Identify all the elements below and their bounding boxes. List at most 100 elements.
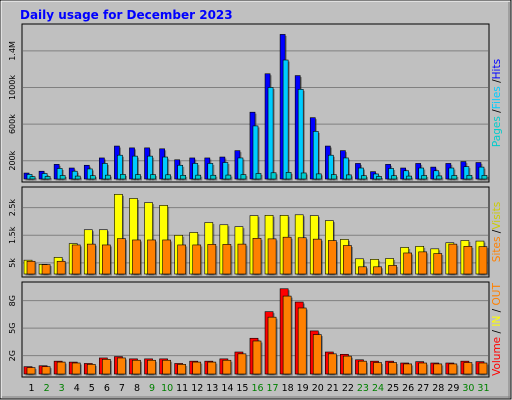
legend-entry: Volume <box>491 337 503 376</box>
day-label-11: 11 <box>176 383 188 394</box>
bar-pages-day-12 <box>195 174 202 180</box>
legend-entry: Pages <box>491 116 503 147</box>
bar-files-day-29 <box>448 167 455 180</box>
panel-visits-ytick-label: 1.5k <box>8 226 17 244</box>
panel-hits-legend: Pages /Files /Hits <box>491 59 503 147</box>
bar-pages-day-24 <box>376 176 382 180</box>
bar-files-day-25 <box>388 168 394 180</box>
legend-entry: OUT <box>491 283 503 306</box>
bar-pages-day-22 <box>346 174 352 180</box>
bar-out-day-24 <box>373 362 382 375</box>
bar-sites-day-15 <box>237 243 247 275</box>
bar-pages-day-30 <box>466 175 473 180</box>
legend-entry: Files <box>491 86 503 109</box>
bar-files-day-3 <box>56 168 63 180</box>
panel-hits-ytick-label: 600k <box>8 114 17 134</box>
bar-files-day-4 <box>71 170 78 180</box>
bar-pages-day-27 <box>421 175 428 180</box>
bar-sites-day-19 <box>297 237 307 275</box>
bar-sites-day-11 <box>177 244 187 275</box>
bar-pages-day-19 <box>300 172 307 180</box>
bar-pages-day-18 <box>285 172 292 180</box>
panel-hits-ytick-label: 1000k <box>8 75 17 100</box>
bar-sites-day-12 <box>192 244 202 275</box>
day-label-2: 2 <box>44 383 50 394</box>
bar-files-day-28 <box>433 170 440 180</box>
legend-entry: / <box>491 305 503 315</box>
bar-out-day-15 <box>237 353 247 375</box>
bar-shadow-pages <box>31 178 37 181</box>
day-label-26: 26 <box>402 383 414 394</box>
bar-out-day-13 <box>207 361 217 375</box>
panel-volume-ytick-label: 8G <box>8 295 17 306</box>
bar-sites-day-4 <box>71 244 81 275</box>
day-labels: 1 2 3 4 5 6 7 8 9 10 11 12 13 14 15 16 17 18 19 20 21 22 23 24 2… <box>29 383 490 394</box>
bar-pages-day-9 <box>150 174 156 180</box>
bar-sites-day-29 <box>448 243 458 275</box>
bar-sites-day-14 <box>222 244 232 275</box>
day-label-16: 16 <box>251 383 263 394</box>
legend-entry: IN <box>491 316 503 327</box>
bar-sites-day-27 <box>418 251 428 275</box>
bar-sites-day-13 <box>207 244 217 275</box>
bar-out-day-19 <box>297 307 307 375</box>
panel-hits-ytick-label: 1.4M <box>8 41 17 61</box>
bar-out-day-30 <box>463 362 473 375</box>
day-label-10: 10 <box>161 383 173 394</box>
day-label-23: 23 <box>357 383 369 394</box>
bar-pages-day-1 <box>29 176 36 180</box>
legend-entry: / <box>491 229 503 236</box>
bar-pages-day-13 <box>210 174 217 180</box>
bar-out-day-26 <box>403 363 412 375</box>
day-label-13: 13 <box>206 383 218 394</box>
panel-visits-legend: Sites /Visits <box>491 202 503 262</box>
bar-out-day-1 <box>26 367 36 375</box>
day-label-15: 15 <box>236 383 248 394</box>
bar-files-day-30 <box>463 166 470 180</box>
bar-out-day-3 <box>56 361 66 375</box>
panel-visits-ytick-label: 2.5k <box>8 199 17 217</box>
bar-files-day-20 <box>312 131 319 180</box>
bar-pages-day-7 <box>120 174 126 180</box>
bar-sites-day-1 <box>26 260 36 275</box>
bar-sites-day-23 <box>358 266 367 275</box>
day-label-7: 7 <box>119 383 125 394</box>
panel-volume: 2G 5G 8G Volume / IN / OUT <box>8 281 503 378</box>
bar-files-day-13 <box>207 163 214 180</box>
bar-sites-day-5 <box>86 243 96 275</box>
bar-pages-day-23 <box>361 175 367 180</box>
bar-files-day-19 <box>297 89 304 180</box>
bar-files-day-27 <box>418 167 425 180</box>
bar-sites-day-22 <box>343 245 352 275</box>
legend-entry: / <box>491 79 503 86</box>
bar-out-day-10 <box>162 359 171 375</box>
bar-files-day-31 <box>478 166 485 180</box>
bar-pages-day-16 <box>255 173 262 180</box>
bar-files-day-17 <box>267 87 274 180</box>
day-label-24: 24 <box>372 383 384 394</box>
bar-out-day-8 <box>132 359 141 375</box>
bar-sites-day-25 <box>388 265 397 275</box>
bar-sites-day-31 <box>478 246 488 275</box>
bar-files-day-23 <box>358 167 364 180</box>
bar-sites-day-28 <box>433 253 443 275</box>
bar-files-day-16 <box>252 125 259 180</box>
bar-files-day-6 <box>102 163 108 180</box>
bar-pages-day-8 <box>135 174 141 180</box>
bar-out-day-11 <box>177 364 187 375</box>
bar-out-day-27 <box>418 362 428 375</box>
bar-sites-day-3 <box>56 260 66 275</box>
bar-pages-day-10 <box>165 174 171 180</box>
bar-files-day-15 <box>237 157 244 180</box>
day-label-1: 1 <box>29 383 35 394</box>
bar-pages-day-11 <box>180 175 187 180</box>
bar-sites-day-24 <box>373 266 382 275</box>
bar-out-day-4 <box>71 362 81 375</box>
bar-sites-day-6 <box>102 244 111 275</box>
bar-out-day-5 <box>86 364 96 375</box>
bar-sites-day-2 <box>41 264 51 275</box>
bar-files-day-5 <box>86 168 93 180</box>
bar-out-day-20 <box>312 334 322 375</box>
bar-pages-day-3 <box>59 175 66 180</box>
